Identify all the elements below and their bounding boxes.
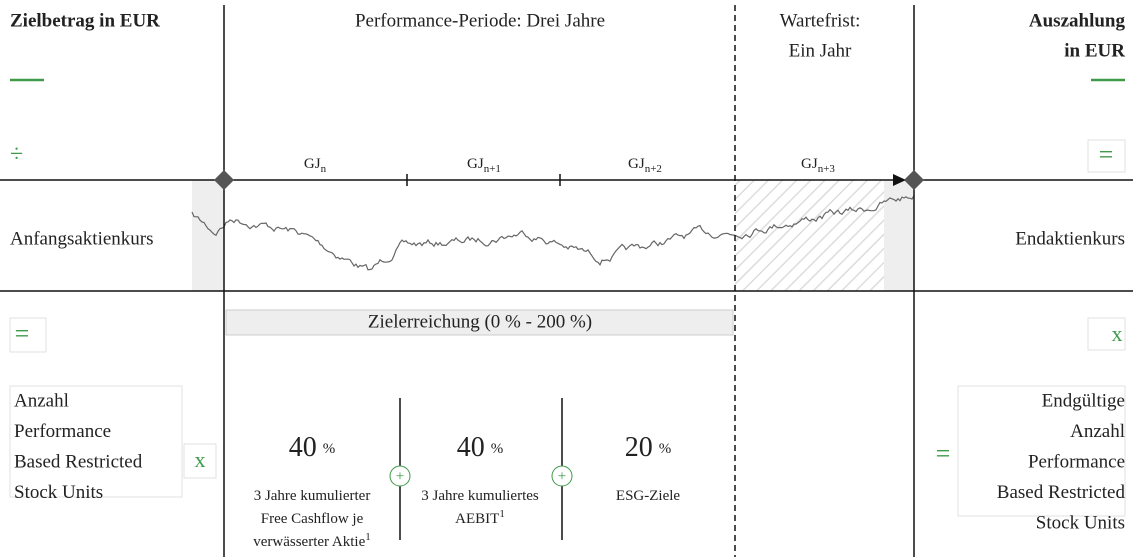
- units-line: Endgültige: [1042, 390, 1125, 411]
- operator: =: [15, 319, 30, 348]
- waiting-hatch: [735, 180, 884, 291]
- target-desc: 3 Jahre kumulierter: [254, 488, 371, 504]
- weight-unit: %: [491, 441, 504, 457]
- year-label: GJn+1: [467, 156, 501, 174]
- desc-text: 3 Jahre kumuliertes: [421, 488, 539, 504]
- weight-value: 40: [289, 432, 317, 463]
- target-desc: verwässerter Aktie1: [253, 531, 371, 551]
- operator: =: [936, 439, 951, 468]
- units-line: Stock Units: [14, 482, 103, 503]
- year-base: GJ: [467, 156, 484, 172]
- year-sub: n+3: [818, 163, 836, 175]
- target-desc: ESG-Ziele: [616, 488, 680, 504]
- stock-path: [191, 195, 915, 271]
- operator: x: [1112, 321, 1123, 346]
- year-sub: n+2: [645, 163, 662, 175]
- operator: x: [195, 447, 206, 472]
- footnote: 1: [499, 508, 505, 520]
- units-line: Performance: [14, 421, 111, 442]
- plus-circle: [551, 465, 573, 487]
- weight-value: 20: [625, 432, 653, 463]
- operator: +: [396, 468, 404, 484]
- units-line: Stock Units: [1036, 512, 1125, 533]
- units-box: [9, 385, 183, 498]
- weight-value: 40: [457, 432, 485, 463]
- year-base: GJ: [801, 156, 818, 172]
- year-base: GJ: [304, 156, 321, 172]
- start-shade: [192, 180, 224, 291]
- start-price: Anfangsaktienkurs: [10, 228, 154, 249]
- arrow-head: [893, 174, 906, 186]
- desc-text: Free Cashflow je: [261, 511, 364, 527]
- diamond: [214, 170, 234, 190]
- year-label: GJn+3: [801, 156, 835, 174]
- end-price: Endaktienkurs: [1015, 228, 1125, 249]
- target-weight: 40%: [289, 432, 336, 463]
- year-label: GJn+2: [628, 156, 662, 174]
- units-line: Based Restricted: [997, 482, 1126, 503]
- operator-box: [1087, 317, 1126, 351]
- target-desc: AEBIT1: [455, 508, 505, 528]
- desc-text: ESG-Ziele: [616, 488, 680, 504]
- footnote: 1: [365, 531, 371, 543]
- operator: +: [558, 468, 566, 484]
- achievement-bar: [225, 309, 734, 336]
- operator: =: [1099, 140, 1114, 169]
- period-title: Performance-Periode: Drei Jahre: [355, 10, 605, 31]
- target-desc: Free Cashflow je: [261, 511, 364, 527]
- year-sub: n: [321, 163, 327, 175]
- desc-text: verwässerter Aktie: [253, 534, 365, 550]
- payout-title: in EUR: [1064, 40, 1125, 61]
- target-weight: 20%: [625, 432, 672, 463]
- weight-unit: %: [659, 441, 672, 457]
- plus-circle: [389, 465, 411, 487]
- desc-text: AEBIT: [455, 511, 499, 527]
- target-title: Zielbetrag in EUR: [10, 10, 160, 31]
- target-weight: 40%: [457, 432, 504, 463]
- units-line: Anzahl: [14, 390, 69, 411]
- target-desc: 3 Jahre kumuliertes: [421, 488, 539, 504]
- year-sub: n+1: [484, 163, 501, 175]
- units-line: Anzahl: [1070, 421, 1125, 442]
- units-box: [957, 385, 1126, 517]
- weight-unit: %: [323, 441, 336, 457]
- diamond: [904, 170, 924, 190]
- waiting-title: Wartefrist:: [780, 10, 861, 31]
- stock-line: [191, 195, 915, 271]
- units-line: Performance: [1028, 451, 1125, 472]
- end-shade: [884, 180, 914, 291]
- operator-box: [183, 443, 217, 479]
- year-base: GJ: [628, 156, 645, 172]
- waiting-title: Ein Jahr: [789, 40, 852, 61]
- year-label: GJn: [304, 156, 327, 174]
- desc-text: 3 Jahre kumulierter: [254, 488, 371, 504]
- operator: ÷: [10, 142, 23, 168]
- achievement-label: Zielerreichung (0 % - 200 %): [368, 311, 592, 332]
- units-line: Based Restricted: [14, 451, 143, 472]
- payout-title: Auszahlung: [1029, 10, 1126, 31]
- operator-box: [1087, 139, 1126, 173]
- operator-box: [9, 317, 47, 353]
